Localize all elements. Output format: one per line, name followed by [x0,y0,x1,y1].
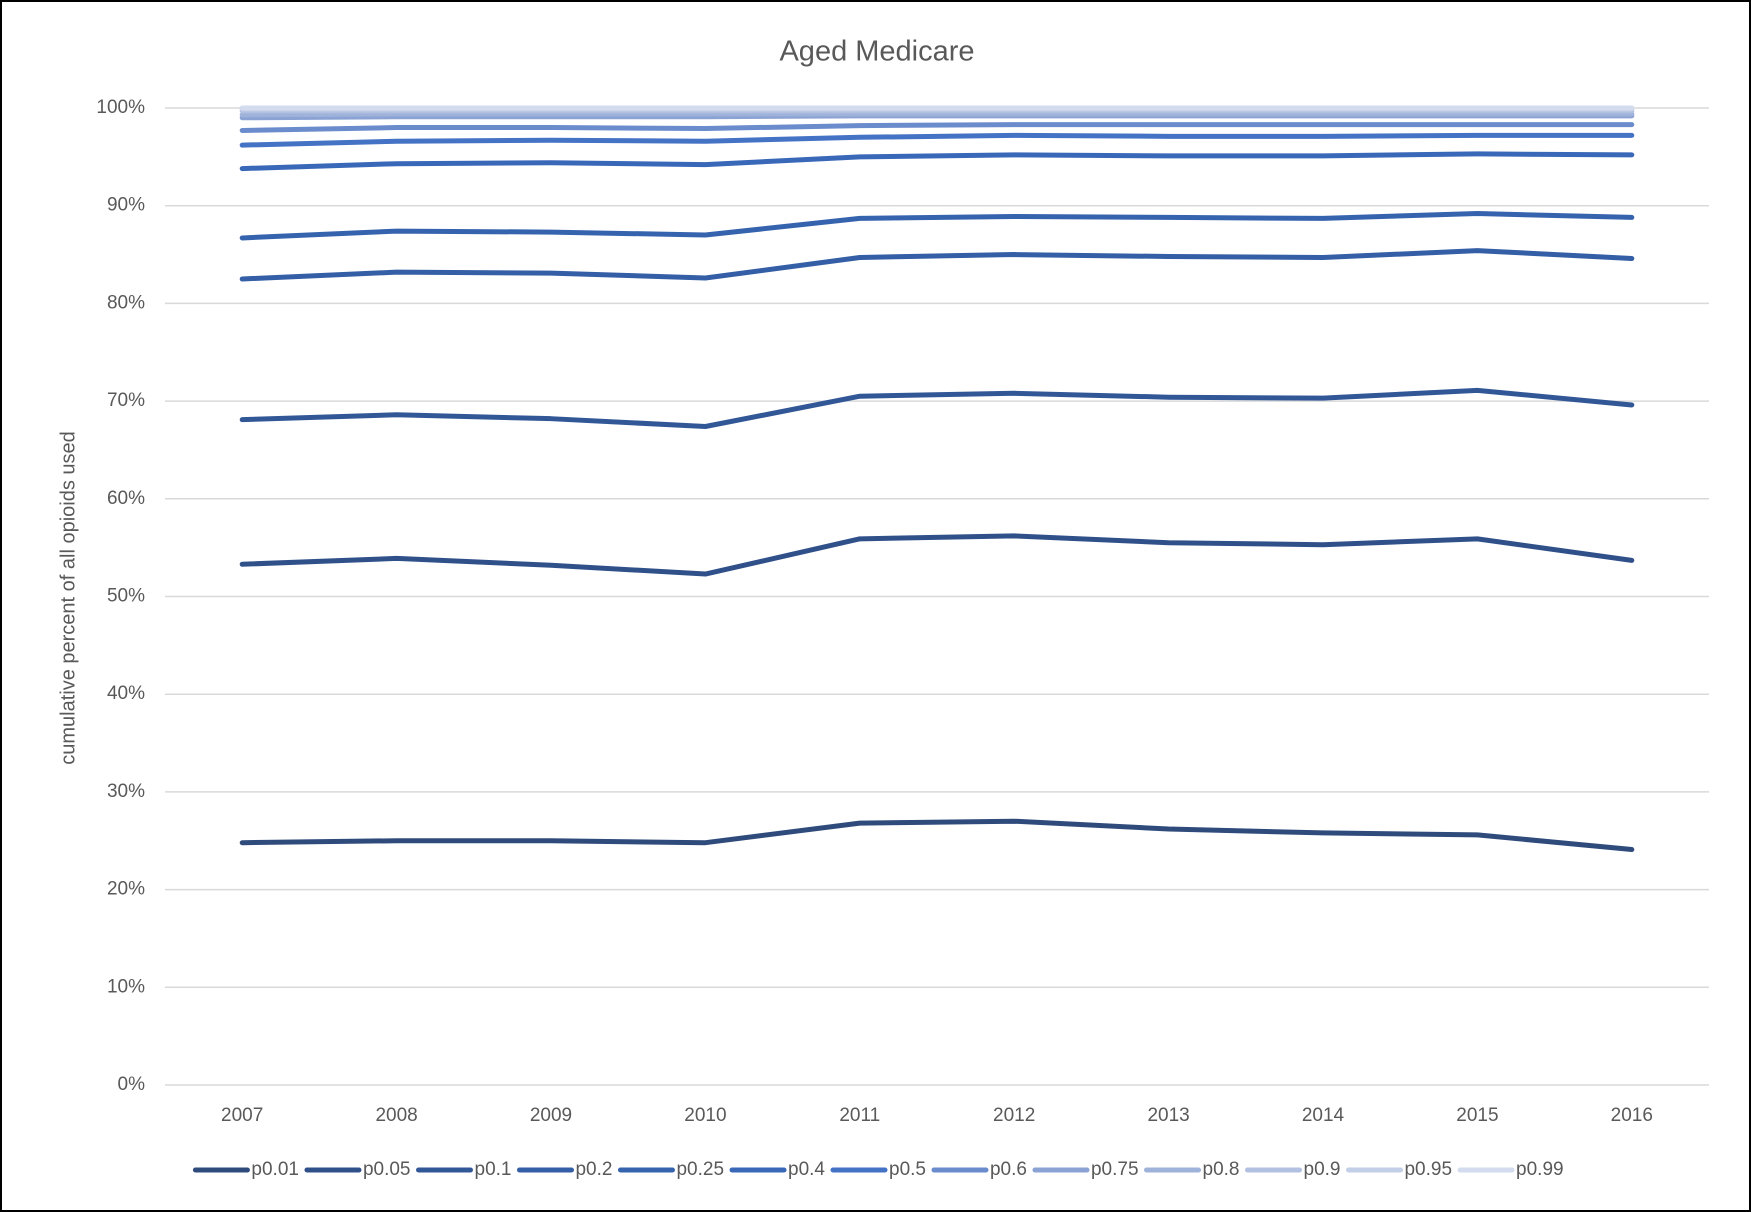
legend-label: p0.8 [1203,1159,1240,1180]
y-tick-label: 90% [107,195,145,216]
legend-label: p0.2 [575,1159,612,1180]
y-tick-label: 50% [107,586,145,607]
legend-label: p0.25 [676,1159,724,1180]
legend-label: p0.75 [1091,1159,1139,1180]
legend-label: p0.1 [475,1159,512,1180]
x-tick-label: 2007 [221,1105,263,1126]
x-tick-label: 2013 [1147,1105,1189,1126]
legend-label: p0.6 [990,1159,1027,1180]
legend-label: p0.5 [889,1159,926,1180]
y-tick-label: 70% [107,390,145,411]
legend-label: p0.01 [251,1159,299,1180]
series-line [239,211,1635,241]
legend-label: p0.9 [1304,1159,1341,1180]
legend-label: p0.99 [1516,1159,1564,1180]
series-line [239,151,1635,172]
y-axis-label: cumulative percent of all opioids used [57,431,79,765]
series-line [239,533,1635,577]
x-tick-label: 2011 [839,1105,880,1126]
legend-label: p0.95 [1404,1159,1452,1180]
series-line [239,248,1635,282]
x-tick-label: 2012 [993,1105,1035,1126]
legend-label: p0.05 [363,1159,411,1180]
x-tick-label: 2010 [684,1105,726,1126]
series-line [239,818,1635,853]
legend-label: p0.4 [788,1159,825,1180]
series-line [239,132,1635,148]
x-tick-label: 2014 [1302,1105,1345,1126]
y-tick-label: 80% [107,292,145,313]
y-tick-label: 0% [118,1074,146,1095]
y-tick-label: 30% [107,781,145,802]
y-tick-label: 60% [107,488,145,509]
chart-title: Aged Medicare [779,36,974,68]
y-tick-label: 10% [107,976,145,997]
x-tick-label: 2015 [1456,1105,1498,1126]
series-line [239,122,1635,133]
y-tick-label: 20% [107,879,145,900]
x-tick-label: 2008 [375,1105,417,1126]
y-tick-label: 40% [107,683,145,704]
x-tick-label: 2009 [530,1105,572,1126]
series-line [239,111,1635,118]
x-tick-label: 2016 [1611,1105,1653,1126]
series-line [239,387,1635,430]
y-tick-label: 100% [96,97,145,118]
